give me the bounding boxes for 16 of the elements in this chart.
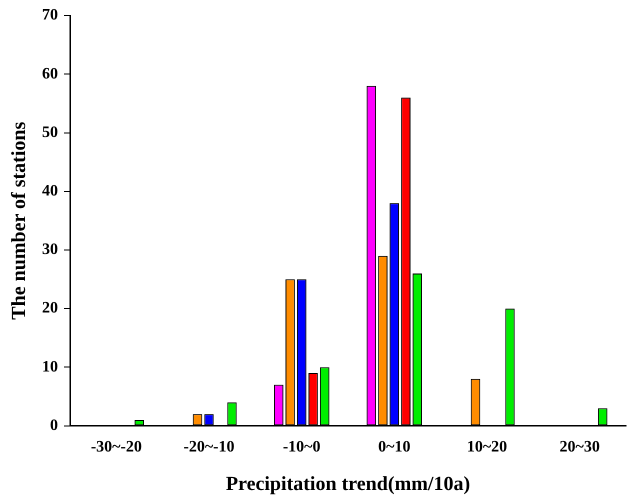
y-tick-label: 70 [42,6,58,24]
y-tick-label: 30 [42,241,58,258]
x-tick-label: -10~0 [282,438,320,456]
y-tick-label: 10 [42,358,58,376]
x-tick-label: -20~-10 [184,438,234,456]
x-tick-label: 20~30 [560,438,600,456]
y-tick-label: 0 [50,416,58,434]
y-tick-label: 60 [42,65,58,82]
x-axis-title: Precipitation trend(mm/10a) [226,473,470,496]
x-tick-label: 0~10 [378,438,410,456]
y-tick-label: 20 [42,300,58,317]
x-tick-label: 10~20 [466,438,508,456]
y-tick-label: 40 [42,182,58,200]
x-tick-label: -30~-20 [90,438,142,456]
y-axis-title: The number of stations [8,121,30,320]
y-tick-label: 50 [42,124,58,141]
